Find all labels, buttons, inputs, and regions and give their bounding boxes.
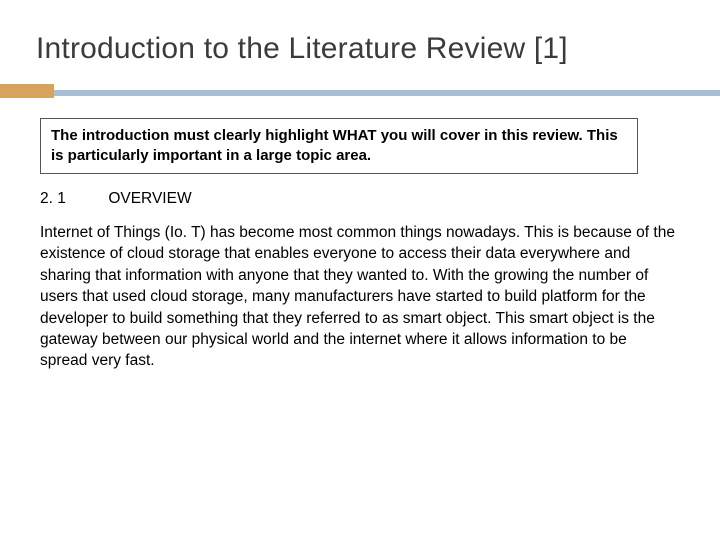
- section-label: OVERVIEW: [108, 190, 191, 208]
- section-number: 2. 1: [40, 190, 104, 208]
- accent-box-icon: [0, 84, 54, 98]
- body-paragraph: Internet of Things (Io. T) has become mo…: [40, 222, 676, 372]
- section-header: 2. 1 OVERVIEW: [40, 190, 678, 208]
- slide: Introduction to the Literature Review [1…: [0, 0, 720, 540]
- callout-box: The introduction must clearly highlight …: [40, 118, 638, 175]
- accent-bar: [36, 86, 684, 96]
- title-area: Introduction to the Literature Review [1…: [0, 0, 720, 96]
- slide-title: Introduction to the Literature Review [1…: [36, 30, 684, 68]
- accent-line-icon: [54, 90, 720, 96]
